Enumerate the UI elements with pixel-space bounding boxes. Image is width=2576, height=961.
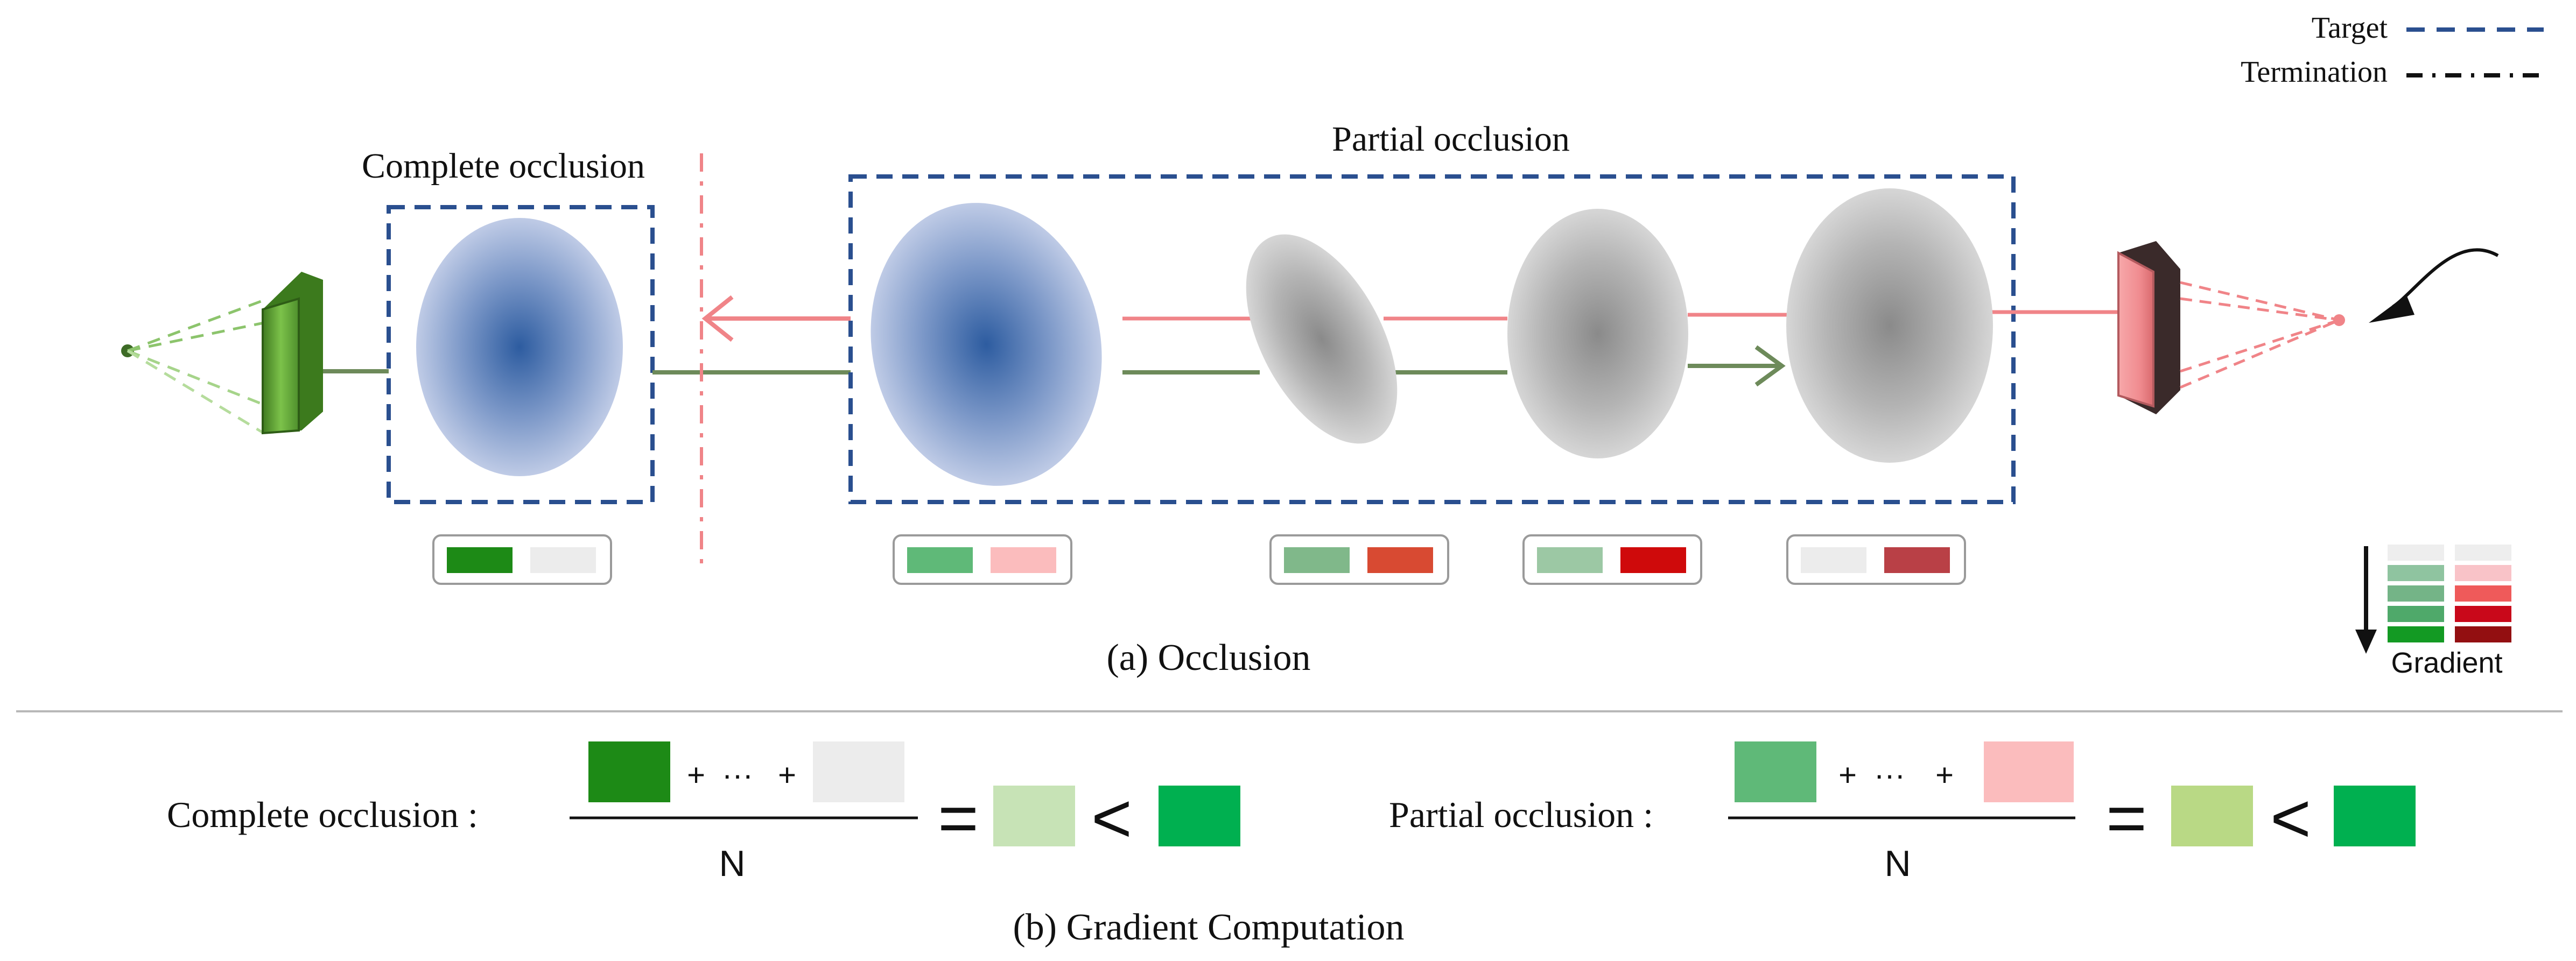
gray-gaussian-tilted bbox=[1246, 234, 1398, 444]
gradient-green-step bbox=[2388, 585, 2444, 602]
partial-first-swatch bbox=[1735, 741, 1816, 802]
green-camera bbox=[121, 272, 323, 435]
indicator-red-swatch bbox=[1620, 547, 1686, 573]
caption-b: (b) Gradient Computation bbox=[1013, 907, 1404, 948]
gradient-arrow-head bbox=[2355, 630, 2377, 654]
complete-occlusion-target-box bbox=[387, 205, 655, 504]
indicator-red-swatch bbox=[1367, 547, 1433, 573]
complete-occlusion-label: Complete occlusion bbox=[362, 146, 645, 186]
complete-result-swatch bbox=[993, 786, 1075, 846]
legend-termination-label: Termination bbox=[2241, 55, 2388, 89]
partial-occlusion-target-box bbox=[848, 174, 2016, 504]
gradient-label: Gradient bbox=[2391, 647, 2502, 679]
complete-plus-2: + bbox=[778, 758, 796, 793]
gradient-red-step bbox=[2455, 585, 2511, 602]
partial-ellipsis: ··· bbox=[1874, 758, 1905, 793]
gradient-scale: Gradient bbox=[2355, 545, 2511, 679]
gradient-red-step bbox=[2455, 626, 2511, 642]
indicator-box bbox=[893, 534, 1072, 585]
complete-equals: = bbox=[938, 779, 979, 857]
indicator-green-swatch bbox=[447, 547, 513, 573]
gray-gaussian-medium bbox=[1507, 209, 1688, 458]
partial-less-than: < bbox=[2270, 779, 2311, 857]
complete-equation-label: Complete occlusion : bbox=[167, 794, 478, 835]
green-arrow-head bbox=[1754, 345, 1786, 387]
pink-camera bbox=[2117, 241, 2499, 414]
caption-a: (a) Occlusion bbox=[1106, 637, 1310, 679]
complete-less-than: < bbox=[1091, 779, 1132, 857]
partial-denominator: N bbox=[1884, 843, 1911, 884]
partial-last-swatch bbox=[1984, 741, 2074, 802]
complete-equation: Complete occlusion : + ··· + N = < bbox=[167, 741, 1240, 884]
partial-plus-1: + bbox=[1838, 758, 1857, 793]
gradient-green-step bbox=[2388, 545, 2444, 561]
partial-equation: Partial occlusion : + ··· + N = < bbox=[1389, 741, 2416, 884]
complete-first-swatch bbox=[588, 741, 670, 802]
gray-gaussian-large bbox=[1786, 188, 1993, 463]
partial-equals: = bbox=[2106, 779, 2147, 857]
indicator-red-swatch bbox=[530, 547, 596, 573]
indicator-red-swatch bbox=[1884, 547, 1950, 573]
gradient-green-step bbox=[2388, 606, 2444, 622]
blue-gaussian-partial bbox=[871, 203, 1102, 486]
partial-occlusion-label: Partial occlusion bbox=[1332, 119, 1570, 159]
indicator-red-swatch bbox=[991, 547, 1056, 573]
indicator-green-swatch bbox=[1284, 547, 1350, 573]
pink-arrow-head bbox=[701, 295, 734, 342]
partial-reference-swatch bbox=[2334, 786, 2416, 846]
legend-target-label: Target bbox=[2312, 11, 2388, 45]
indicator-green-swatch bbox=[1537, 547, 1603, 573]
gradient-green-step bbox=[2388, 565, 2444, 581]
complete-reference-swatch bbox=[1159, 786, 1240, 846]
complete-last-swatch bbox=[813, 741, 904, 802]
legend: Target Termination bbox=[2241, 11, 2544, 89]
complete-plus-1: + bbox=[687, 758, 705, 793]
indicator-box bbox=[1522, 534, 1702, 585]
complete-denominator: N bbox=[719, 843, 745, 884]
gradient-red-step bbox=[2455, 565, 2511, 581]
gradient-green-step bbox=[2388, 626, 2444, 642]
gradient-red-step bbox=[2455, 606, 2511, 622]
indicator-box bbox=[1786, 534, 1966, 585]
indicator-box bbox=[432, 534, 612, 585]
panel-b: Complete occlusion : + ··· + N = < Parti… bbox=[167, 741, 2416, 948]
indicator-box bbox=[1269, 534, 1449, 585]
panel-a: Complete occlusion Partial occlusion bbox=[121, 119, 2511, 679]
partial-plus-2: + bbox=[1935, 758, 1954, 793]
blue-gaussian-complete bbox=[416, 218, 623, 476]
partial-result-swatch bbox=[2171, 786, 2253, 846]
indicator-green-swatch bbox=[907, 547, 973, 573]
gradient-red-step bbox=[2455, 545, 2511, 561]
indicator-green-swatch bbox=[1801, 547, 1866, 573]
complete-ellipsis: ··· bbox=[722, 758, 753, 793]
partial-equation-label: Partial occlusion : bbox=[1389, 794, 1653, 835]
